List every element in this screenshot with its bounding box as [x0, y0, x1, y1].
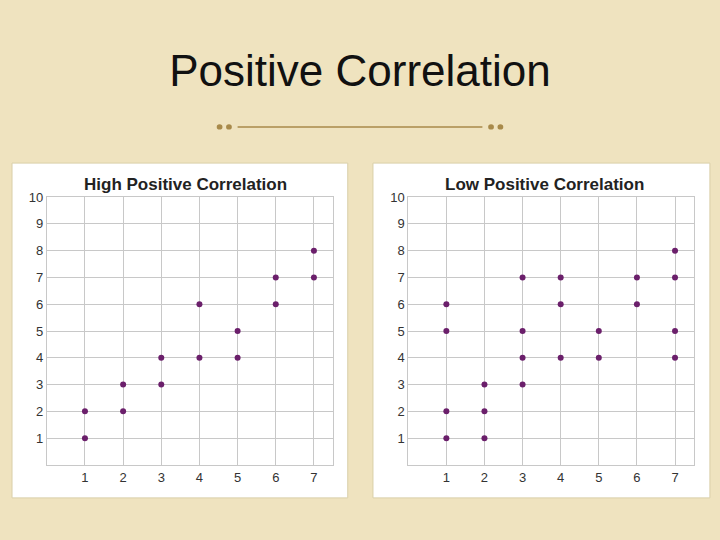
svg-text:6: 6 [272, 470, 279, 485]
svg-text:1: 1 [36, 431, 43, 446]
svg-text:6: 6 [633, 470, 640, 485]
svg-text:2: 2 [481, 470, 488, 485]
svg-text:8: 8 [36, 243, 43, 258]
svg-text:4: 4 [196, 470, 203, 485]
svg-text:2: 2 [36, 404, 43, 419]
svg-text:2: 2 [120, 470, 127, 485]
svg-text:5: 5 [234, 470, 241, 485]
svg-text:7: 7 [397, 270, 404, 285]
svg-text:Low Positive Correlation: Low Positive Correlation [445, 175, 644, 194]
svg-text:5: 5 [397, 324, 404, 339]
svg-text:6: 6 [36, 297, 43, 312]
svg-text:4: 4 [397, 350, 404, 365]
svg-text:1: 1 [397, 431, 404, 446]
svg-text:8: 8 [397, 243, 404, 258]
svg-text:5: 5 [36, 324, 43, 339]
svg-text:2: 2 [397, 404, 404, 419]
svg-text:9: 9 [36, 216, 43, 231]
svg-text:1: 1 [81, 470, 88, 485]
svg-text:10: 10 [29, 190, 43, 205]
svg-text:10: 10 [390, 190, 404, 205]
svg-text:3: 3 [397, 377, 404, 392]
svg-text:7: 7 [310, 470, 317, 485]
svg-text:7: 7 [36, 270, 43, 285]
svg-text:3: 3 [36, 377, 43, 392]
svg-text:3: 3 [519, 470, 526, 485]
svg-text:5: 5 [595, 470, 602, 485]
svg-text:6: 6 [397, 297, 404, 312]
svg-text:4: 4 [557, 470, 564, 485]
svg-text:1: 1 [443, 470, 450, 485]
svg-text:3: 3 [158, 470, 165, 485]
svg-text:Positive Correlation: Positive Correlation [169, 46, 551, 95]
svg-text:9: 9 [397, 216, 404, 231]
svg-text:7: 7 [671, 470, 678, 485]
svg-text:High Positive Correlation: High Positive Correlation [84, 175, 287, 194]
svg-text:4: 4 [36, 350, 43, 365]
